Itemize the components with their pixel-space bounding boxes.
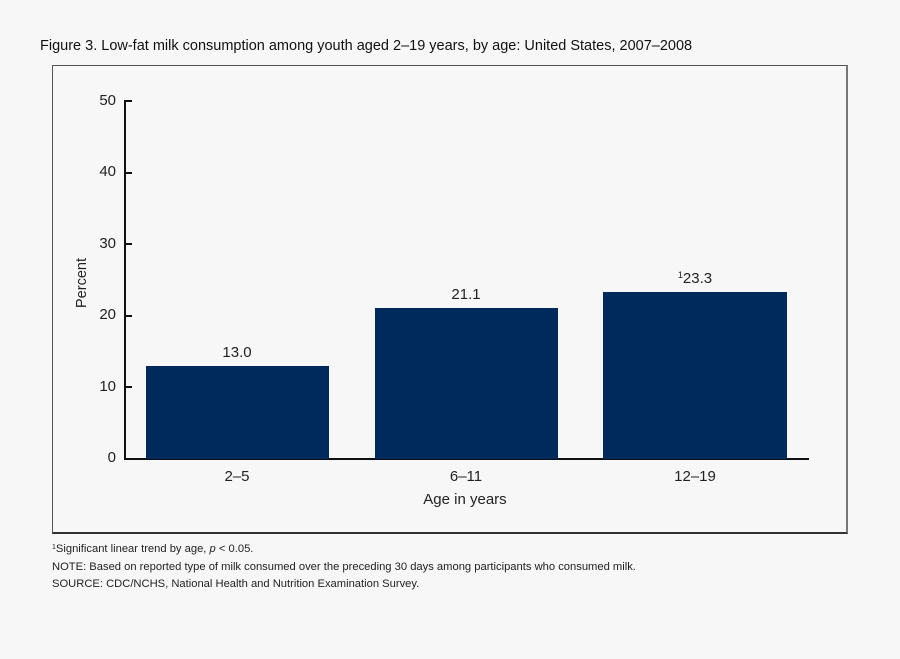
y-axis-line	[124, 101, 126, 460]
y-tick	[124, 243, 132, 245]
bar-6-11	[375, 308, 558, 459]
footnote-note: NOTE: Based on reported type of milk con…	[52, 561, 636, 573]
figure-title: Figure 3. Low-fat milk consumption among…	[40, 38, 693, 54]
y-tick	[124, 315, 132, 317]
bar-value-label: 21.1	[451, 286, 481, 303]
y-tick	[124, 386, 132, 388]
footnote-source: SOURCE: CDC/NCHS, National Health and Nu…	[52, 578, 420, 590]
x-category-label: 12–19	[674, 468, 716, 485]
y-axis-label: Percent	[74, 258, 90, 308]
x-category-label: 2–5	[224, 468, 250, 485]
y-tick-label: 0	[107, 449, 116, 466]
y-tick-label: 50	[99, 92, 116, 109]
y-tick	[124, 172, 132, 174]
significance-marker: 1	[677, 270, 683, 280]
y-tick	[124, 100, 132, 102]
x-category-label: 6–11	[449, 468, 483, 485]
x-axis-line	[124, 458, 809, 460]
y-tick	[124, 458, 132, 460]
bar-value-label: 123.3	[677, 270, 713, 287]
bar-value-label: 13.0	[222, 344, 252, 361]
x-axis-label: Age in years	[423, 491, 507, 508]
y-tick-label: 10	[99, 378, 116, 395]
y-tick-label: 40	[99, 163, 116, 180]
footnote-significance: 1Significant linear trend by age, p < 0.…	[52, 543, 254, 555]
y-tick-label: 30	[99, 235, 116, 252]
y-tick-label: 20	[99, 306, 116, 323]
bar-12-19	[603, 292, 787, 459]
bar-2-5	[146, 366, 329, 459]
